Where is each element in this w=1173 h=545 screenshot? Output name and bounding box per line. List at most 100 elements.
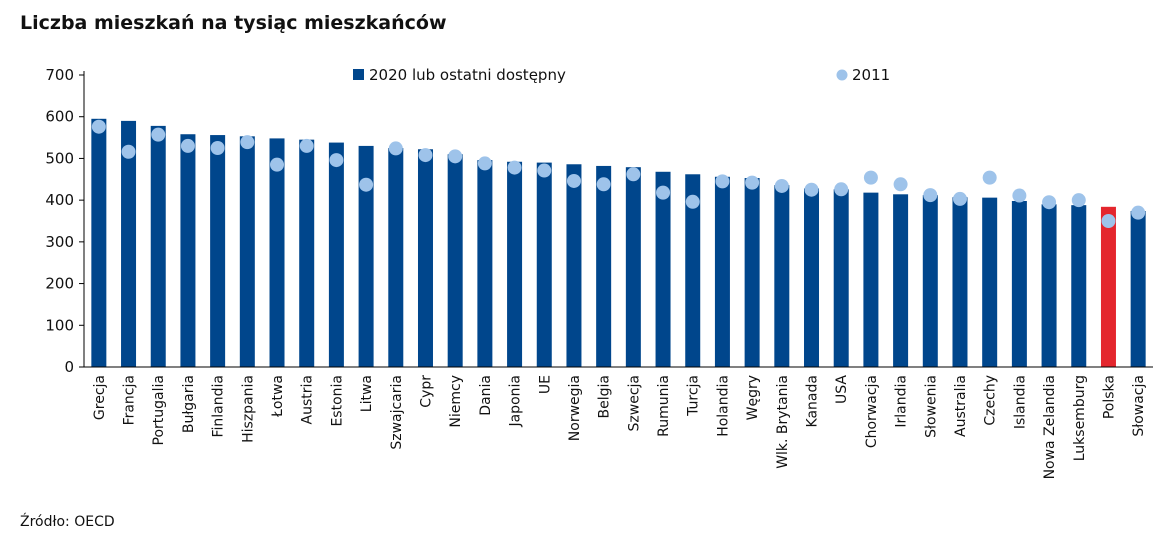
- x-tick-label: Portugalia: [151, 375, 167, 445]
- dot-Chorwacja: [863, 170, 878, 185]
- y-tick-label: 300: [45, 233, 74, 251]
- dot-Islandia: [1012, 188, 1027, 203]
- dot-Japonia: [507, 160, 522, 175]
- y-tick-label: 400: [45, 191, 74, 209]
- x-tick-label: UE: [537, 375, 553, 394]
- bar-Chorwacja: [863, 192, 879, 367]
- dot-Luksemburg: [1071, 193, 1086, 208]
- x-tick-label: Chorwacja: [864, 375, 880, 448]
- dot-Norwegia: [566, 173, 581, 188]
- x-tick-label: Czechy: [983, 375, 999, 426]
- x-tick-label: Wlk. Brytania: [775, 375, 791, 469]
- dot-Nowa Zelandia: [1042, 195, 1057, 210]
- y-tick-label: 700: [45, 66, 74, 84]
- chart-title: Liczba mieszkań na tysiąc mieszkańców: [20, 12, 447, 34]
- dot-Słowenia: [923, 188, 938, 203]
- x-tick-label: Węgry: [745, 375, 761, 420]
- dot-Francja: [121, 144, 136, 159]
- x-tick-label: Grecja: [92, 375, 108, 420]
- bar-Słowenia: [922, 195, 938, 367]
- bar-Grecja: [91, 118, 107, 367]
- bar-Polska: [1100, 206, 1116, 367]
- x-tick-label: Austria: [300, 375, 316, 424]
- bar-Nowa Zelandia: [1041, 204, 1057, 367]
- bar-Łotwa: [269, 138, 285, 367]
- x-tick-label: Niemcy: [448, 375, 464, 428]
- bar-Rumunia: [655, 171, 671, 367]
- bar-Hiszpania: [239, 136, 255, 367]
- x-tick-label: Turcja: [686, 375, 702, 417]
- legend-dot-label: 2011: [852, 66, 890, 84]
- x-tick-label: Kanada: [805, 375, 821, 427]
- bar-Australia: [952, 197, 968, 367]
- bar-Dania: [477, 160, 493, 367]
- x-tick-label: Australia: [953, 375, 969, 437]
- x-tick-label: Norwegia: [567, 375, 583, 441]
- legend-dot-swatch: [836, 69, 848, 81]
- bar-Wlk. Brytania: [774, 185, 790, 367]
- x-tick-label: Nowa Zelandia: [1042, 375, 1058, 479]
- y-tick-label: 0: [64, 358, 74, 376]
- bar-Słowacja: [1130, 210, 1146, 367]
- dot-Rumunia: [656, 185, 671, 200]
- y-tick-label: 600: [45, 108, 74, 126]
- dot-Niemcy: [448, 149, 463, 164]
- x-tick-label: Bułgaria: [181, 375, 197, 433]
- bar-UE: [536, 162, 552, 367]
- dot-Bułgaria: [180, 138, 195, 153]
- bar-Austria: [299, 139, 315, 367]
- x-tick-label: Islandia: [1012, 375, 1028, 429]
- bar-Portugalia: [150, 125, 166, 368]
- x-axis: Grecja Francja Portugalia Bułgaria Finlandia…: [84, 366, 1153, 479]
- bar-Czechy: [982, 197, 998, 367]
- x-tick-label: Irlandia: [894, 375, 910, 428]
- y-tick-label: 200: [45, 275, 74, 293]
- dot-Austria: [299, 138, 314, 153]
- bar-Norwegia: [566, 164, 582, 367]
- dot-Słowacja: [1131, 205, 1146, 220]
- dot-UE: [537, 163, 552, 178]
- x-tick-label: Łotwa: [270, 375, 286, 418]
- legend-bar-swatch: [353, 69, 364, 80]
- dot-Finlandia: [210, 141, 225, 155]
- x-tick-label: Cypr: [418, 375, 434, 408]
- y-tick-label: 500: [45, 149, 74, 167]
- x-tick-label: Francja: [122, 375, 138, 425]
- bar-Niemcy: [447, 154, 463, 367]
- dot-Dania: [477, 156, 492, 171]
- y-tick-label: 100: [45, 316, 74, 334]
- y-axis: 0 100 200 300 400 500 600 700: [45, 66, 85, 376]
- dot-Holandia: [715, 174, 730, 189]
- x-tick-label: Szwajcaria: [389, 375, 405, 450]
- bar-Francja: [121, 120, 137, 367]
- dot-Cypr: [418, 148, 433, 163]
- x-tick-label: Finlandia: [211, 375, 227, 438]
- x-tick-label: Słowacja: [1131, 375, 1147, 437]
- bar-Bułgaria: [180, 134, 196, 367]
- bars-series: [91, 118, 1146, 368]
- x-tick-label: Hiszpania: [240, 375, 256, 443]
- bar-Turcja: [685, 174, 701, 367]
- bar-Litwa: [358, 145, 374, 367]
- x-tick-label: Japonia: [508, 375, 524, 428]
- dot-USA: [834, 182, 849, 197]
- bar-USA: [833, 189, 849, 367]
- bar-Japonia: [507, 161, 523, 367]
- bar-Finlandia: [210, 135, 226, 367]
- dot-Czechy: [982, 170, 997, 185]
- legend-bar-label: 2020 lub ostatni dostępny: [369, 66, 566, 84]
- x-tick-label: Holandia: [715, 375, 731, 437]
- dot-Kanada: [804, 182, 819, 197]
- x-tick-label: USA: [834, 375, 850, 404]
- dot-Szwecja: [626, 167, 641, 182]
- bar-Szwajcaria: [388, 148, 404, 367]
- x-tick-label: Belgia: [597, 375, 613, 418]
- x-tick-label: Estonia: [329, 375, 345, 427]
- bar-Węgry: [744, 178, 760, 367]
- dots-series: [91, 119, 1146, 228]
- x-tick-label: Polska: [1101, 375, 1117, 419]
- dot-Litwa: [359, 177, 374, 192]
- x-tick-label: Litwa: [359, 375, 375, 412]
- dot-Portugalia: [151, 127, 166, 142]
- dot-Belgia: [596, 177, 611, 192]
